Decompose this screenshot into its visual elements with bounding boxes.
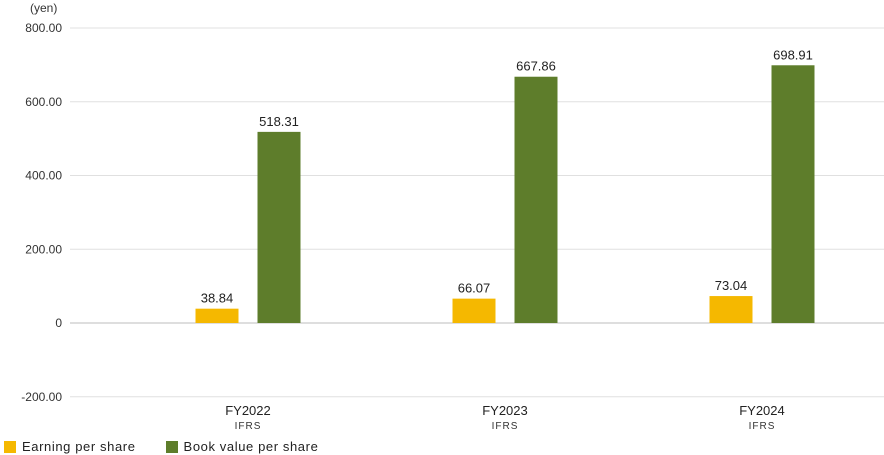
y-tick-label: 600.00 [25, 95, 62, 109]
legend-swatch-bvps [165, 440, 178, 453]
label-eps-fy2024: 73.04 [715, 278, 748, 293]
y-tick-label: 400.00 [25, 169, 62, 183]
bar-bvps-fy2022 [257, 131, 301, 323]
value-labels: 38.84 518.31 66.07 667.86 73.04 698.91 [201, 47, 813, 305]
y-tick-label: -200.00 [21, 390, 62, 404]
category-label-fy2022: FY2022 [225, 403, 271, 418]
bar-eps-fy2024 [709, 296, 753, 323]
y-tick-label: 800.00 [25, 21, 62, 35]
category-sublabel: IFRS [749, 421, 776, 432]
y-tick-label: 200.00 [25, 242, 62, 256]
label-eps-fy2022: 38.84 [201, 291, 234, 306]
legend-label-eps: Earning per share [22, 439, 136, 454]
bar-eps-fy2023 [452, 298, 496, 323]
category-sublabel: IFRS [492, 421, 519, 432]
category-label-fy2024: FY2024 [739, 403, 785, 418]
y-tick-label: 0 [55, 316, 62, 330]
category-label-fy2023: FY2023 [482, 403, 528, 418]
bars [195, 65, 815, 323]
category-sublabel: IFRS [235, 421, 262, 432]
legend-item-bvps: Book value per share [165, 439, 319, 454]
legend-swatch-eps [4, 440, 16, 453]
bar-eps-fy2022 [195, 308, 239, 323]
legend-item-eps: Earning per share [4, 439, 136, 454]
label-bvps-fy2022: 518.31 [259, 114, 299, 129]
label-bvps-fy2023: 667.86 [516, 59, 556, 74]
y-axis-ticks: 800.00 600.00 400.00 200.00 0 -200.00 [21, 21, 62, 404]
y-axis-unit-label: (yen) [30, 1, 57, 15]
bar-bvps-fy2024 [771, 65, 815, 323]
legend: Earning per share Book value per share [4, 439, 318, 454]
legend-label-bvps: Book value per share [183, 439, 319, 454]
grid-lines [70, 27, 884, 398]
bar-bvps-fy2023 [514, 76, 558, 323]
label-eps-fy2023: 66.07 [458, 281, 491, 296]
label-bvps-fy2024: 698.91 [773, 47, 813, 62]
category-labels: FY2022 IFRS FY2023 IFRS FY2024 IFRS [225, 403, 785, 432]
